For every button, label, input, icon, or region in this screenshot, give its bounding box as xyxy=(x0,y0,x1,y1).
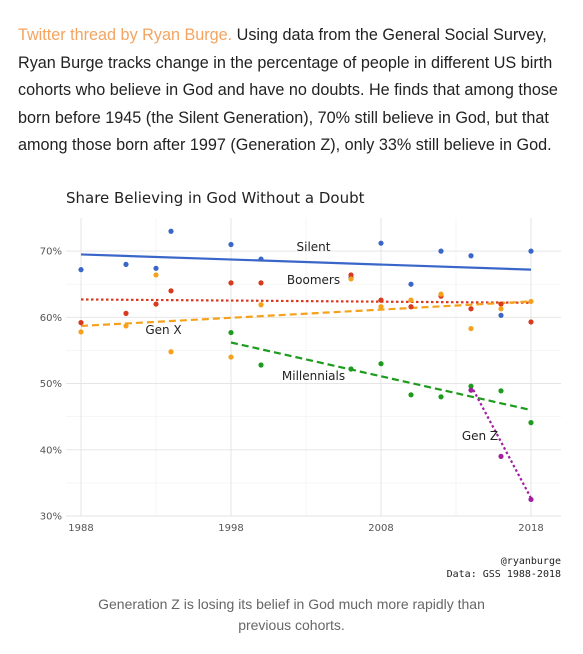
point-boomers xyxy=(78,320,84,326)
x-tick-label: 1998 xyxy=(218,523,243,534)
point-gen-x xyxy=(528,298,534,305)
point-gen-z xyxy=(498,453,504,459)
point-millennials xyxy=(438,394,444,400)
point-millennials xyxy=(498,388,504,394)
point-boomers xyxy=(408,304,414,310)
point-millennials xyxy=(258,362,264,368)
point-boomers xyxy=(258,280,264,286)
point-silent xyxy=(258,256,264,262)
series-label-millennials: Millennials xyxy=(282,369,345,383)
intro-text: Using data from the General Social Surve… xyxy=(18,26,558,154)
point-silent xyxy=(498,312,504,318)
x-axis: 1988 1998 2008 2018 xyxy=(68,523,543,534)
grid xyxy=(66,218,561,517)
point-gen-x xyxy=(348,276,354,282)
point-gen-x xyxy=(258,302,264,308)
chart-title: Share Believing in God Without a Doubt xyxy=(66,189,365,207)
point-millennials xyxy=(228,329,234,336)
point-boomers xyxy=(498,301,504,307)
point-silent xyxy=(168,228,174,234)
point-silent xyxy=(378,240,384,246)
data-source: Data: GSS 1988-2018 xyxy=(447,569,561,580)
point-silent xyxy=(228,241,234,248)
point-millennials xyxy=(528,420,534,426)
point-millennials xyxy=(378,361,384,367)
series-label-gen-x: Gen X xyxy=(145,323,181,337)
trend-line-boomers xyxy=(80,298,532,304)
series-label-silent: Silent xyxy=(297,240,331,254)
point-gen-x xyxy=(438,291,444,297)
point-millennials xyxy=(408,392,414,398)
point-boomers xyxy=(228,280,234,286)
point-millennials xyxy=(468,383,474,389)
point-gen-x xyxy=(123,323,129,329)
point-boomers xyxy=(528,319,534,325)
x-tick-label: 2008 xyxy=(368,523,393,534)
caption-line-2: previous cohorts. xyxy=(238,617,345,633)
point-boomers xyxy=(153,301,159,307)
point-gen-x xyxy=(468,325,474,332)
point-silent xyxy=(438,248,444,254)
point-boomers xyxy=(348,272,354,278)
point-gen-x xyxy=(168,349,174,355)
x-tick-label: 1988 xyxy=(68,523,93,534)
y-tick-label: 30% xyxy=(40,512,62,523)
point-silent xyxy=(78,267,84,273)
y-tick-label: 50% xyxy=(40,379,62,390)
point-gen-x xyxy=(228,354,234,360)
point-silent xyxy=(528,248,534,254)
point-gen-z xyxy=(528,496,534,503)
trend-lines xyxy=(80,253,532,499)
trend-line-silent xyxy=(80,253,532,271)
point-gen-x xyxy=(408,297,414,303)
point-gen-x xyxy=(378,304,384,310)
figure-caption: Generation Z is losing its belief in God… xyxy=(0,594,583,636)
point-boomers xyxy=(168,288,174,294)
series-labels: Silent Boomers Gen X Millennials Gen Z xyxy=(145,240,498,443)
y-tick-label: 60% xyxy=(40,313,62,324)
point-boomers xyxy=(378,297,384,303)
point-boomers xyxy=(123,310,129,316)
y-axis: 30% 40% 50% 60% 70% xyxy=(40,247,62,523)
trend-line-gen-z xyxy=(470,385,532,499)
credit: @ryanburge xyxy=(501,556,561,567)
trend-line-gen-x xyxy=(80,300,532,328)
data-points xyxy=(78,228,534,503)
trend-line-millennials xyxy=(230,341,532,412)
point-silent xyxy=(408,281,414,287)
point-gen-x xyxy=(498,306,504,312)
y-tick-label: 70% xyxy=(40,247,62,258)
twitter-thread-link[interactable]: Twitter thread by Ryan Burge. xyxy=(18,26,233,44)
point-boomers xyxy=(468,306,474,312)
intro-paragraph: Twitter thread by Ryan Burge. Using data… xyxy=(18,22,558,160)
point-gen-x xyxy=(78,329,84,335)
y-tick-label: 40% xyxy=(40,445,62,456)
point-silent xyxy=(123,261,129,267)
x-tick-label: 2018 xyxy=(518,523,543,534)
caption-line-1: Generation Z is losing its belief in God… xyxy=(98,596,485,612)
series-label-boomers: Boomers xyxy=(287,273,340,287)
point-gen-z xyxy=(468,387,474,393)
series-label-gen-z: Gen Z xyxy=(462,429,498,443)
point-gen-x xyxy=(153,272,159,278)
point-silent xyxy=(153,265,159,271)
point-millennials xyxy=(348,366,354,372)
point-silent xyxy=(468,253,474,259)
chart: Share Believing in God Without a Doubt 3… xyxy=(40,189,561,580)
